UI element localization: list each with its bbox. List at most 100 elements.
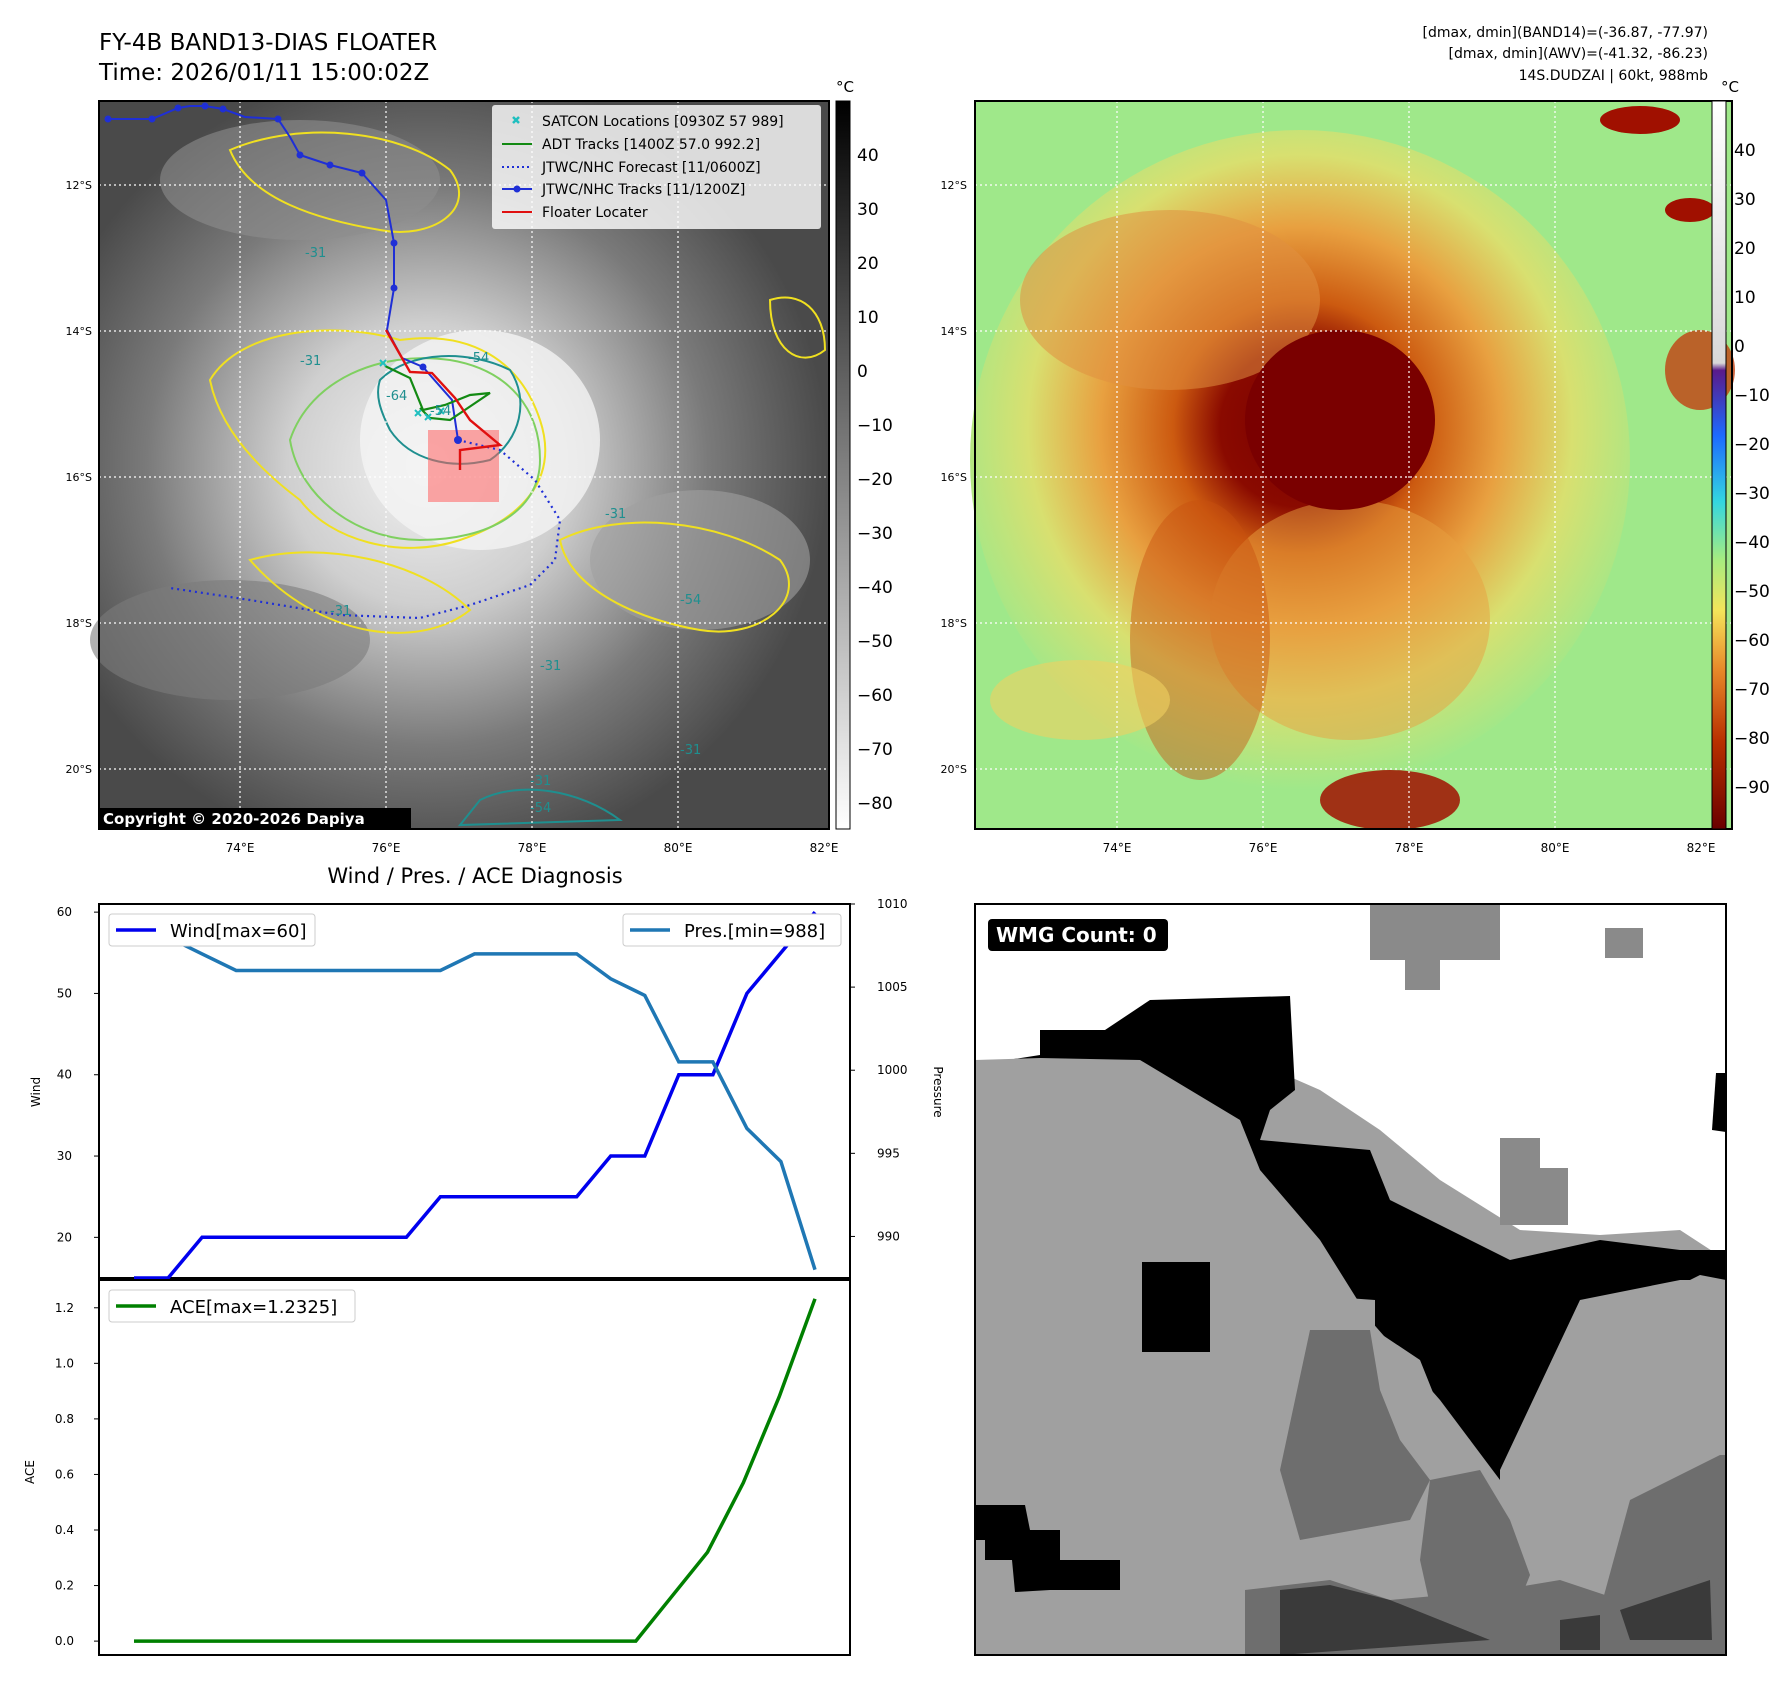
- wmg-count-label: WMG Count: 0: [996, 923, 1157, 947]
- wind-axis-label: Wind: [29, 1077, 43, 1107]
- ace-tick-label: 0.6: [55, 1467, 74, 1481]
- wind-tick-label: 30: [57, 1149, 72, 1163]
- forecast-track: [169, 438, 562, 620]
- contour-label: -31: [530, 774, 551, 789]
- satcon-legend-icon: [512, 116, 520, 124]
- contour-label: -31: [540, 659, 561, 674]
- legend-label-adt: ADT Tracks [1400Z 57.0 992.2]: [542, 137, 760, 153]
- svg-text:74°E: 74°E: [1103, 841, 1132, 855]
- wind-legend: Wind[max=60]: [108, 913, 316, 947]
- ace-series-line: [134, 1298, 817, 1643]
- svg-text:10: 10: [1734, 288, 1756, 308]
- gray-colorbar: °C 40 30 20 10 0 −10 −20 −30 −40 −50 −60…: [835, 78, 893, 830]
- svg-text:80°E: 80°E: [664, 841, 693, 855]
- wind-legend-label: Wind[max=60]: [170, 921, 307, 942]
- svg-text:−20: −20: [1734, 435, 1770, 455]
- svg-text:10: 10: [857, 308, 879, 328]
- svg-text:16°S: 16°S: [66, 471, 92, 484]
- svg-text:82°E: 82°E: [1687, 841, 1716, 855]
- svg-text:20°S: 20°S: [66, 763, 92, 776]
- svg-text:18°S: 18°S: [941, 617, 967, 630]
- ace-legend: ACE[max=1.2325]: [108, 1289, 356, 1323]
- svg-text:74°E: 74°E: [226, 841, 255, 855]
- svg-text:78°E: 78°E: [518, 841, 547, 855]
- svg-text:0: 0: [857, 362, 868, 382]
- ace-tick-label: 0.2: [55, 1579, 74, 1593]
- wind-tick-label: 60: [57, 905, 72, 919]
- contour-label: -64: [386, 389, 407, 404]
- svg-text:−10: −10: [857, 416, 893, 436]
- ace-tick-label: 0.4: [55, 1523, 74, 1537]
- floater-box: [428, 430, 499, 502]
- wind-tick-label: 50: [57, 986, 72, 1000]
- svg-text:80°E: 80°E: [1541, 841, 1570, 855]
- svg-text:−70: −70: [857, 740, 893, 760]
- svg-text:12°S: 12°S: [941, 179, 967, 192]
- wind-tick-label: 20: [57, 1230, 72, 1244]
- svg-text:14°S: 14°S: [66, 325, 92, 338]
- ace-tick-label: 0.8: [55, 1412, 74, 1426]
- svg-text:30: 30: [1734, 190, 1756, 210]
- panel-timestamp: Time: 2026/01/11 15:00:02Z: [98, 60, 429, 86]
- left-map-lon-labels: 74°E 76°E 78°E 80°E 82°E: [226, 841, 839, 855]
- svg-text:−50: −50: [1734, 582, 1770, 602]
- svg-text:20: 20: [857, 254, 879, 274]
- pressure-tick-label: 1010: [877, 897, 908, 911]
- svg-text:−20: −20: [857, 470, 893, 490]
- wmg-panel: WMG Count: 0: [974, 903, 1727, 1656]
- svg-text:12°S: 12°S: [66, 179, 92, 192]
- svg-text:78°E: 78°E: [1395, 841, 1424, 855]
- ace-axis-label: ACE: [23, 1460, 37, 1484]
- svg-text:−10: −10: [1734, 386, 1770, 406]
- svg-text:30: 30: [857, 200, 879, 220]
- pressure-tick-label: 1000: [877, 1063, 908, 1077]
- info-storm: 14S.DUDZAI | 60kt, 988mb: [1519, 68, 1709, 84]
- map-legend: SATCON Locations [0930Z 57 989] ADT Trac…: [492, 105, 821, 229]
- contour-label: -54: [530, 801, 551, 816]
- ace-tick-label: 1.0: [55, 1356, 74, 1370]
- contour-label: -54: [430, 404, 451, 419]
- svg-text:18°S: 18°S: [66, 617, 92, 630]
- wind-pressure-chart: 20 30 40 50 60 990 995 1000 1005 1010 Wind Press…: [29, 897, 945, 1280]
- svg-text:76°E: 76°E: [1249, 841, 1278, 855]
- panel-title: FY-4B BAND13-DIAS FLOATER: [99, 30, 437, 56]
- svg-text:20°S: 20°S: [941, 763, 967, 776]
- svg-text:−30: −30: [1734, 484, 1770, 504]
- svg-text:−30: −30: [857, 524, 893, 544]
- svg-text:40: 40: [1734, 141, 1756, 161]
- svg-text:−80: −80: [857, 794, 893, 814]
- info-band14: [dmax, dmin](BAND14)=(-36.87, -77.97): [1423, 25, 1709, 41]
- right-map-lon-labels: 74°E 76°E 78°E 80°E 82°E: [1103, 841, 1716, 855]
- wind-tick-label: 40: [57, 1068, 72, 1082]
- pressure-tick-label: 995: [877, 1146, 900, 1160]
- svg-text:16°S: 16°S: [941, 471, 967, 484]
- contour-label: -31: [605, 507, 626, 522]
- info-awv: [dmax, dmin](AWV)=(-41.32, -86.23): [1449, 46, 1708, 62]
- svg-text:14°S: 14°S: [941, 325, 967, 338]
- pressure-tick-label: 1005: [877, 980, 908, 994]
- pressure-tick-label: 990: [877, 1229, 900, 1243]
- legend-label-tracks: JTWC/NHC Tracks [11/1200Z]: [541, 182, 745, 198]
- color-colorbar: °C 40 30 20 10 0 −10 −20 −30 −40 −50 −60…: [1711, 78, 1770, 830]
- copyright: Copyright © 2020-2026 Dapiya: [103, 810, 365, 828]
- svg-text:−80: −80: [1734, 729, 1770, 749]
- color-colorbar-unit: °C: [1721, 78, 1739, 96]
- legend-label-floater: Floater Locater: [542, 205, 648, 221]
- svg-text:82°E: 82°E: [810, 841, 839, 855]
- contour-label: -31: [305, 246, 326, 261]
- ace-tick-label: 0.0: [55, 1634, 74, 1648]
- pressure-legend-label: Pres.[min=988]: [684, 921, 825, 942]
- contour-label: -31: [300, 354, 321, 369]
- grayscale-ir-map: -31 -31 -54 -64 -54 -31 -31 -54 -31 -31 …: [90, 100, 830, 830]
- svg-text:40: 40: [857, 146, 879, 166]
- svg-text:−40: −40: [1734, 533, 1770, 553]
- svg-text:−40: −40: [857, 578, 893, 598]
- contour-label: -54: [468, 351, 489, 366]
- svg-text:20: 20: [1734, 239, 1756, 259]
- gray-colorbar-unit: °C: [836, 78, 854, 96]
- svg-text:−70: −70: [1734, 680, 1770, 700]
- ace-legend-label: ACE[max=1.2325]: [170, 1297, 337, 1318]
- ace-tick-label: 1.2: [55, 1301, 74, 1315]
- svg-text:−50: −50: [857, 632, 893, 652]
